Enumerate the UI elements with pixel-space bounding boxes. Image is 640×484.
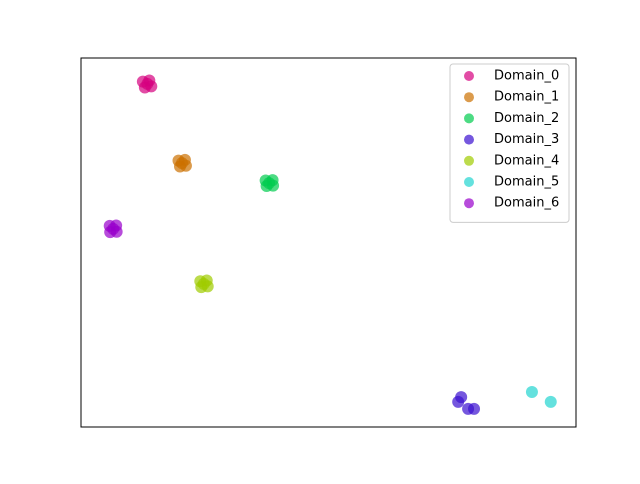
legend-label: Domain_0: [494, 69, 559, 84]
scatter-point: [525, 385, 538, 398]
scatter-point: [175, 157, 188, 170]
legend-label: Domain_3: [494, 132, 559, 147]
legend-label: Domain_6: [494, 196, 559, 211]
legend-label: Domain_2: [494, 111, 559, 126]
axes-frame: [80, 57, 577, 428]
scatter-point: [468, 402, 481, 415]
legend-marker: [464, 177, 474, 187]
legend-marker: [464, 155, 474, 166]
scatter-point: [544, 395, 557, 408]
scatter-point: [452, 395, 465, 408]
legend-marker: [464, 134, 474, 145]
scatter-point: [141, 77, 154, 90]
legend-label: Domain_4: [494, 153, 559, 168]
legend-marker: [464, 198, 474, 209]
scatter-point: [197, 277, 210, 290]
scatter-point: [263, 177, 276, 190]
scatter-point: [107, 222, 120, 235]
legend-marker: [464, 113, 474, 124]
legend-label: Domain_5: [494, 175, 559, 190]
legend-label: Domain_1: [494, 90, 559, 105]
legend-box: [449, 63, 570, 223]
legend-marker: [464, 71, 474, 81]
legend-marker: [464, 92, 474, 103]
